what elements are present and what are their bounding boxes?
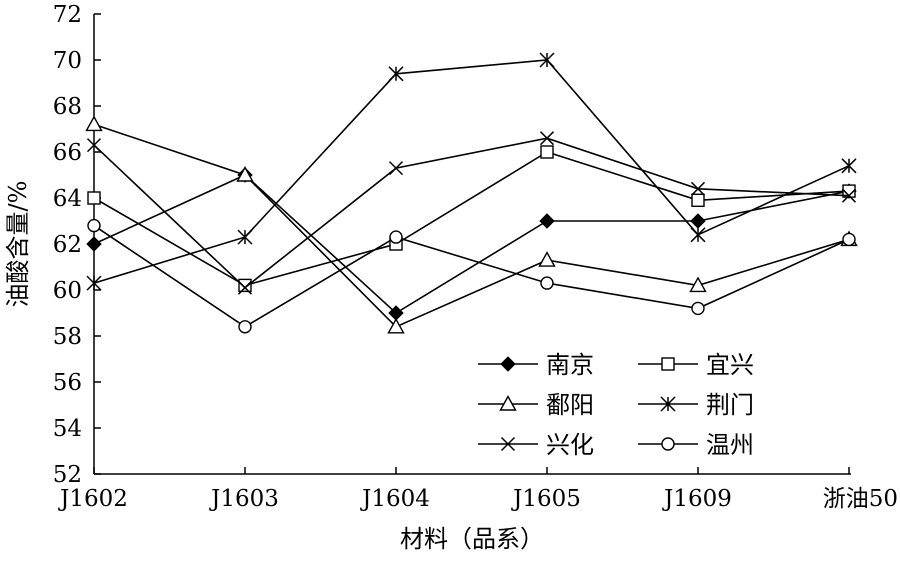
data-point xyxy=(690,227,706,243)
data-point xyxy=(85,115,103,132)
data-point xyxy=(237,280,253,295)
legend-label: 南京 xyxy=(546,351,594,379)
axes: 材料（品系） 油酸含量/% xyxy=(4,14,851,553)
legend-marker xyxy=(661,357,675,371)
legend-item: 兴化 xyxy=(478,431,594,459)
legend-label: 温州 xyxy=(706,431,754,459)
series-line xyxy=(93,59,850,284)
data-point xyxy=(842,184,856,198)
data-point xyxy=(540,276,554,290)
y-tick-label: 60 xyxy=(53,278,82,304)
legend-marker xyxy=(500,436,516,452)
data-point xyxy=(87,218,101,233)
data-point xyxy=(842,232,856,247)
data-point xyxy=(538,251,556,267)
legend-marker xyxy=(660,396,676,412)
y-tick-label: 68 xyxy=(53,94,82,120)
x-tick-label: J1609 xyxy=(662,486,732,512)
data-point xyxy=(539,131,555,146)
y-tick-label: 62 xyxy=(53,232,82,258)
data-point xyxy=(388,66,404,82)
x-tick-label: J1603 xyxy=(209,486,279,512)
data-point xyxy=(387,317,405,334)
x-tick-label: J1602 xyxy=(58,486,128,512)
data-point xyxy=(86,236,102,252)
data-point xyxy=(841,188,857,203)
legend-label: 鄱阳 xyxy=(546,391,594,419)
data-point xyxy=(388,161,404,176)
legend-item: 宜兴 xyxy=(638,351,754,379)
x-ticks: J1602 J1603 J1604 J1605 J1609 浙油50 xyxy=(58,467,898,512)
data-point xyxy=(539,213,555,229)
series-4 xyxy=(86,52,857,291)
legend-marker xyxy=(661,437,675,451)
data-point xyxy=(689,276,707,293)
data-point xyxy=(540,145,554,159)
series-2 xyxy=(87,145,856,293)
y-tick-label: 70 xyxy=(53,48,82,74)
y-tick-label: 52 xyxy=(53,462,82,488)
y-tick-label: 54 xyxy=(53,416,82,442)
y-tick-label: 64 xyxy=(53,186,82,212)
y-axis-title: 油酸含量/% xyxy=(4,181,32,308)
data-point xyxy=(691,193,705,208)
y-tick-label: 56 xyxy=(53,370,82,396)
series-line xyxy=(93,174,850,314)
data-point xyxy=(236,166,254,182)
series-3 xyxy=(85,115,858,334)
data-point xyxy=(691,301,705,316)
series-line xyxy=(93,224,850,328)
series-line xyxy=(93,123,850,328)
legend-label: 荆门 xyxy=(706,391,754,419)
series-line xyxy=(93,151,850,287)
legend-label: 兴化 xyxy=(546,431,594,459)
x-tick-label: 浙油50 xyxy=(823,486,898,512)
data-point xyxy=(86,138,102,153)
data-point xyxy=(87,191,101,205)
series xyxy=(85,52,858,334)
series-6 xyxy=(87,218,856,334)
data-point xyxy=(690,181,706,196)
series-1 xyxy=(86,167,857,321)
series-5 xyxy=(86,131,857,295)
legend-marker xyxy=(500,356,516,372)
series-line xyxy=(93,137,850,289)
data-point xyxy=(238,320,252,334)
data-point xyxy=(237,229,253,245)
x-tick-label: J1605 xyxy=(511,486,581,512)
legend-item: 南京 xyxy=(478,351,594,379)
x-tick-label: J1604 xyxy=(360,486,430,512)
legend-item: 荆门 xyxy=(638,391,754,419)
legend-label: 宜兴 xyxy=(706,351,754,379)
data-point xyxy=(539,52,555,68)
legend-item: 鄱阳 xyxy=(478,391,594,419)
y-tick-label: 72 xyxy=(53,2,82,28)
data-point xyxy=(238,278,252,293)
legend-item: 温州 xyxy=(638,431,754,459)
data-point xyxy=(841,158,857,174)
data-point xyxy=(690,213,706,229)
data-point xyxy=(389,230,403,244)
data-point xyxy=(86,275,102,291)
y-tick-label: 66 xyxy=(53,140,82,166)
y-tick-label: 58 xyxy=(53,324,82,350)
x-axis-title: 材料（品系） xyxy=(400,525,544,553)
legend-marker xyxy=(499,395,517,411)
